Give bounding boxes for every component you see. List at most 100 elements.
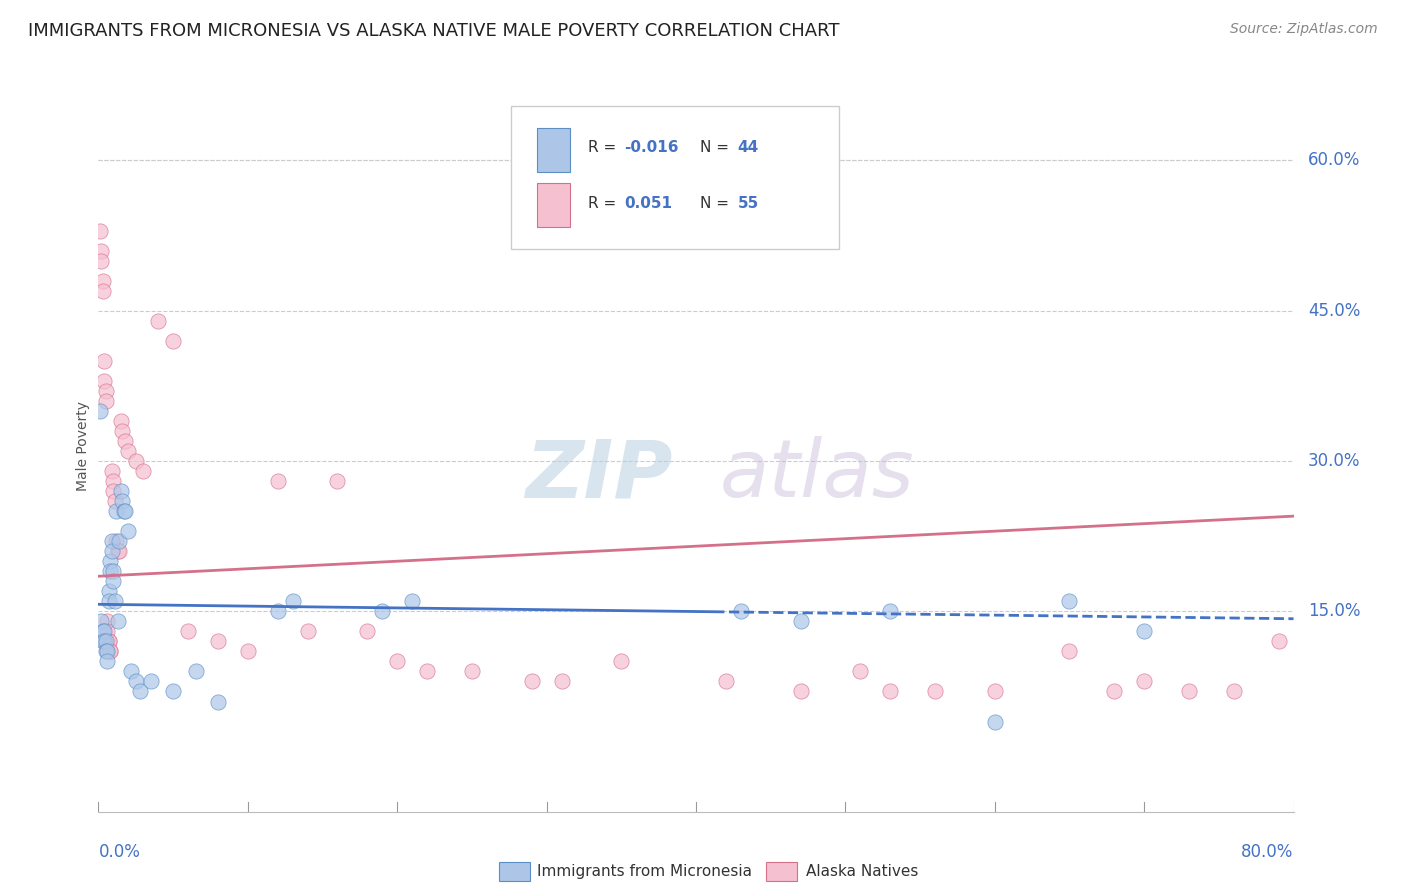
Point: [110, 414, 132, 428]
Point: [103, 474, 125, 488]
Text: atlas: atlas: [720, 436, 915, 515]
Point: [111, 424, 134, 438]
Point: [108, 534, 131, 549]
Point: [1133, 624, 1156, 639]
Point: [117, 524, 139, 538]
Point: [96, 624, 118, 639]
Point: [371, 604, 394, 618]
Point: [97, 594, 120, 608]
Point: [520, 674, 543, 689]
Point: [281, 594, 304, 608]
Point: [105, 504, 128, 518]
Point: [108, 544, 131, 558]
Point: [120, 665, 142, 679]
Point: [1104, 684, 1126, 698]
Point: [97, 634, 120, 648]
Point: [177, 624, 200, 639]
Point: [550, 674, 572, 689]
Point: [184, 665, 207, 679]
Point: [110, 484, 132, 499]
Point: [104, 494, 127, 508]
Point: [162, 684, 184, 698]
Point: [93, 354, 115, 368]
Point: [207, 694, 229, 708]
Point: [385, 655, 409, 669]
Point: [849, 665, 872, 679]
Point: [401, 594, 423, 608]
Point: [90, 244, 112, 258]
Point: [104, 594, 127, 608]
Point: [101, 534, 124, 549]
Point: [107, 615, 129, 629]
Text: 44: 44: [738, 140, 759, 155]
Bar: [537, 128, 571, 171]
Text: Alaska Natives: Alaska Natives: [806, 864, 918, 879]
Point: [105, 534, 128, 549]
Text: 0.0%: 0.0%: [98, 843, 141, 861]
Text: Source: ZipAtlas.com: Source: ZipAtlas.com: [1230, 22, 1378, 37]
Point: [98, 644, 122, 658]
Bar: [537, 183, 571, 227]
Point: [267, 474, 290, 488]
Point: [98, 644, 122, 658]
Point: [112, 504, 135, 518]
Point: [91, 274, 114, 288]
Text: -0.016: -0.016: [624, 140, 679, 155]
Point: [326, 474, 349, 488]
Point: [97, 634, 120, 648]
Point: [103, 564, 125, 578]
Point: [93, 634, 115, 648]
Point: [103, 484, 125, 499]
Point: [1059, 594, 1081, 608]
Text: 55: 55: [738, 195, 759, 211]
Point: [101, 544, 124, 558]
Point: [356, 624, 378, 639]
Point: [132, 464, 155, 478]
Point: [207, 634, 229, 648]
Point: [98, 564, 122, 578]
Point: [91, 624, 114, 639]
Point: [94, 634, 117, 648]
Point: [90, 615, 112, 629]
FancyBboxPatch shape: [510, 106, 839, 249]
Text: N =: N =: [700, 195, 728, 211]
Point: [297, 624, 319, 639]
Text: ZIP: ZIP: [524, 436, 672, 515]
Point: [610, 655, 633, 669]
Point: [461, 665, 484, 679]
Point: [96, 644, 118, 658]
Point: [96, 615, 118, 629]
Point: [89, 404, 111, 418]
Point: [89, 223, 111, 237]
Point: [1133, 674, 1156, 689]
Point: [924, 684, 946, 698]
Point: [983, 684, 1005, 698]
Point: [96, 655, 118, 669]
Text: IMMIGRANTS FROM MICRONESIA VS ALASKA NATIVE MALE POVERTY CORRELATION CHART: IMMIGRANTS FROM MICRONESIA VS ALASKA NAT…: [28, 22, 839, 40]
Point: [879, 604, 901, 618]
Point: [91, 284, 114, 298]
Point: [114, 434, 136, 448]
Text: 60.0%: 60.0%: [1308, 152, 1360, 169]
Point: [983, 714, 1005, 729]
Point: [97, 584, 120, 599]
Text: 80.0%: 80.0%: [1241, 843, 1294, 861]
Text: R =: R =: [588, 195, 617, 211]
Point: [93, 374, 115, 388]
Y-axis label: Male Poverty: Male Poverty: [76, 401, 90, 491]
Point: [125, 674, 148, 689]
Point: [139, 674, 162, 689]
Point: [416, 665, 439, 679]
Point: [1223, 684, 1246, 698]
Point: [789, 684, 811, 698]
Point: [103, 574, 125, 589]
Text: 45.0%: 45.0%: [1308, 301, 1360, 319]
Point: [148, 314, 170, 328]
Point: [93, 624, 115, 639]
Point: [162, 334, 184, 348]
Point: [236, 644, 259, 658]
Point: [267, 604, 290, 618]
Point: [1178, 684, 1201, 698]
Text: 0.051: 0.051: [624, 195, 672, 211]
Point: [714, 674, 737, 689]
